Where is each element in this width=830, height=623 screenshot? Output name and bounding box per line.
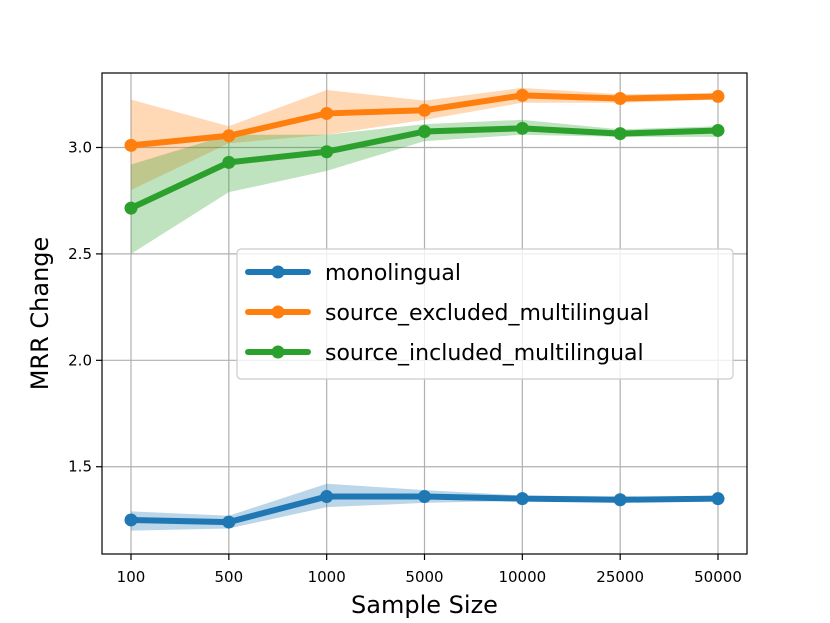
band-source_excluded_multilingual	[131, 87, 718, 191]
point-monolingual-10000	[515, 492, 529, 506]
point-monolingual-500	[222, 515, 236, 529]
x-tick-label: 500	[215, 568, 244, 586]
y-tick-label: 2.0	[68, 351, 92, 369]
legend-box	[236, 248, 734, 380]
point-monolingual-25000	[613, 493, 627, 507]
x-tick-label: 5000	[405, 568, 443, 586]
legend-marker-source_included_multilingual	[271, 345, 285, 359]
point-source_included_multilingual-1000	[320, 145, 334, 159]
x-axis-title: Sample Size	[351, 591, 498, 619]
x-tick-label: 25000	[596, 568, 644, 586]
point-source_included_multilingual-25000	[613, 127, 627, 141]
y-axis-ticks: 1.5 2.0 2.5 3.0	[68, 138, 102, 476]
y-tick-label: 2.5	[68, 245, 92, 263]
y-tick-label: 3.0	[68, 138, 92, 156]
x-tick-label: 100	[117, 568, 146, 586]
point-source_excluded_multilingual-25000	[613, 92, 627, 106]
y-axis-title: MRR Change	[26, 237, 54, 391]
x-axis-ticks: 100 500 1000 5000 10000 25000 50000	[117, 554, 742, 586]
point-source_excluded_multilingual-100	[124, 138, 138, 152]
point-source_excluded_multilingual-10000	[515, 88, 529, 102]
point-monolingual-5000	[418, 490, 431, 504]
point-source_excluded_multilingual-1000	[320, 106, 334, 120]
point-source_included_multilingual-50000	[711, 123, 725, 137]
point-source_included_multilingual-100	[124, 201, 138, 215]
point-source_included_multilingual-10000	[515, 121, 529, 135]
point-monolingual-50000	[711, 492, 725, 506]
band-source_included_multilingual	[131, 119, 718, 254]
legend-marker-monolingual	[271, 265, 285, 279]
legend-label-monolingual: monolingual	[325, 261, 461, 286]
legend-marker-source_excluded_multilingual	[271, 305, 285, 319]
point-source_included_multilingual-500	[222, 155, 236, 169]
point-source_excluded_multilingual-5000	[418, 103, 431, 117]
series-points	[124, 88, 725, 529]
x-tick-label: 10000	[498, 568, 546, 586]
point-monolingual-1000	[320, 490, 334, 504]
point-monolingual-100	[124, 513, 138, 527]
x-tick-label: 1000	[308, 568, 346, 586]
point-source_excluded_multilingual-500	[222, 129, 236, 143]
legend-label-source_included_multilingual: source_included_multilingual	[325, 341, 644, 366]
point-source_included_multilingual-5000	[418, 125, 431, 139]
x-tick-label: 50000	[694, 568, 742, 586]
y-tick-label: 1.5	[68, 458, 92, 476]
point-source_excluded_multilingual-50000	[711, 89, 725, 103]
legend-label-source_excluded_multilingual: source_excluded_multilingual	[325, 301, 649, 326]
legend: monolingual source_excluded_multilinguals…	[236, 248, 734, 380]
